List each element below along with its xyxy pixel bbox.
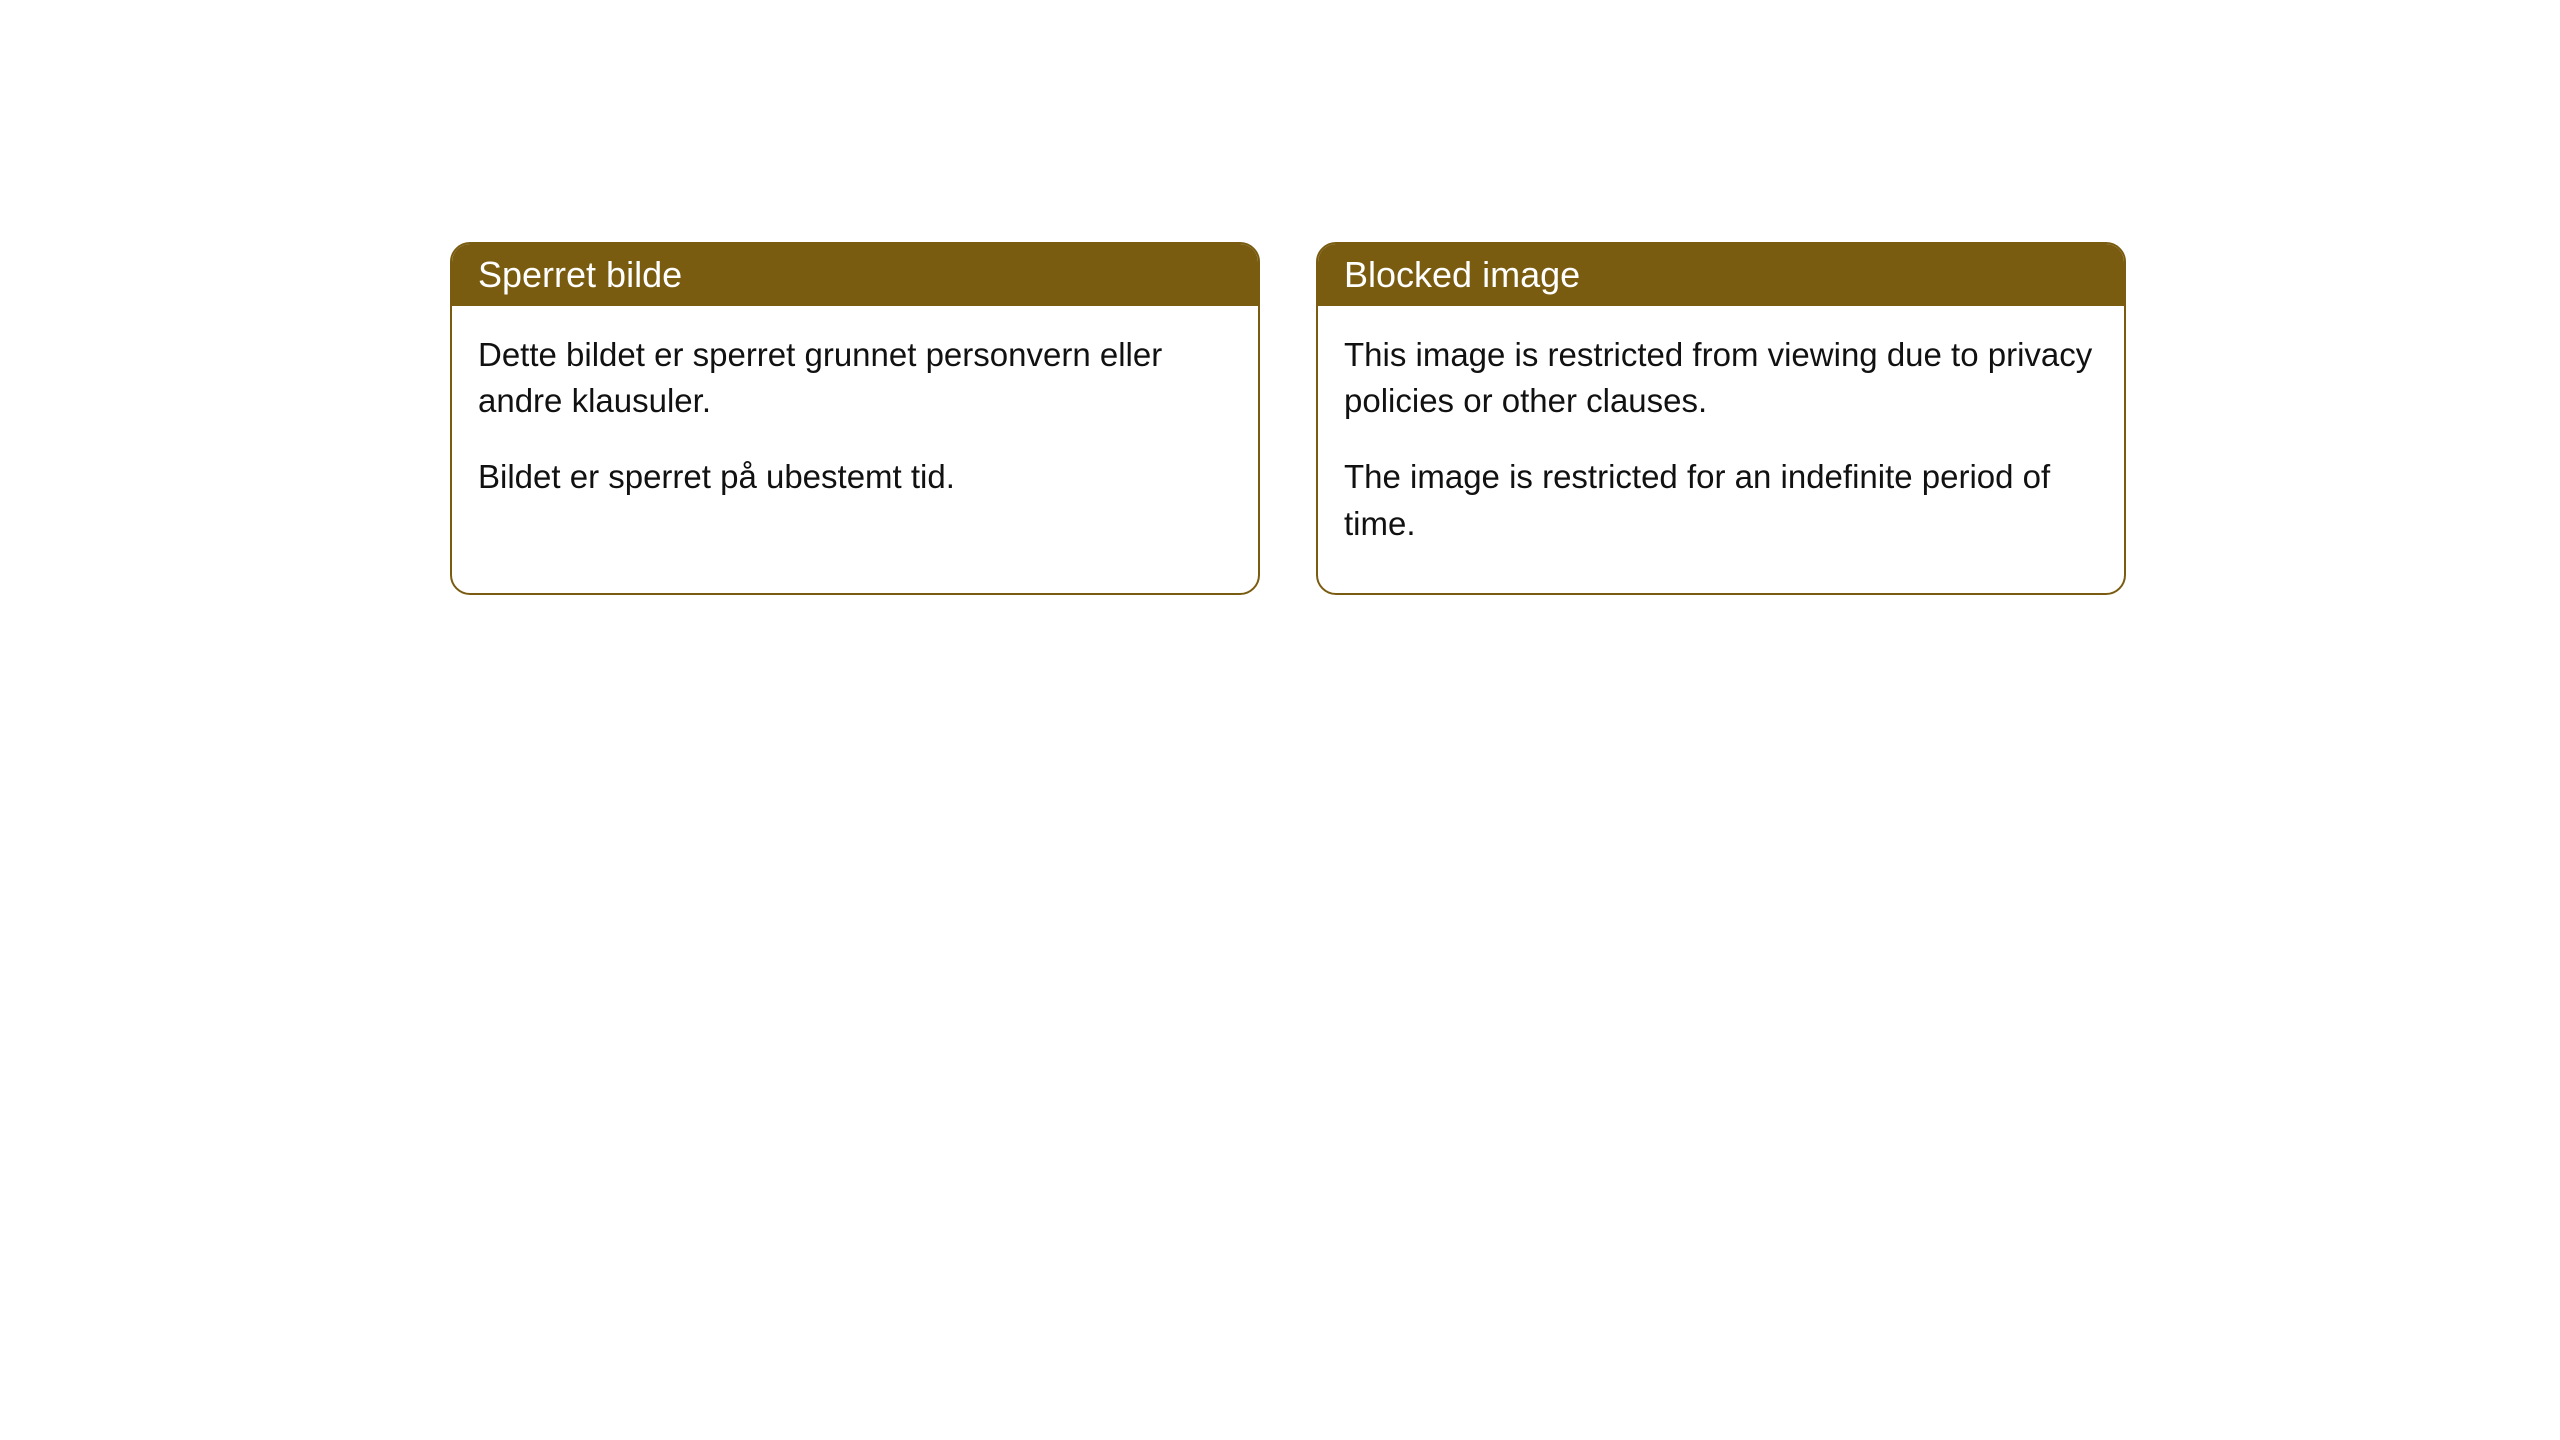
card-header: Sperret bilde xyxy=(452,244,1258,306)
notice-cards-container: Sperret bilde Dette bildet er sperret gr… xyxy=(450,242,2126,595)
card-paragraph: Bildet er sperret på ubestemt tid. xyxy=(478,454,1232,500)
card-paragraph: Dette bildet er sperret grunnet personve… xyxy=(478,332,1232,424)
card-header: Blocked image xyxy=(1318,244,2124,306)
card-title: Blocked image xyxy=(1344,254,1580,295)
card-paragraph: The image is restricted for an indefinit… xyxy=(1344,454,2098,546)
card-body: This image is restricted from viewing du… xyxy=(1318,306,2124,593)
card-paragraph: This image is restricted from viewing du… xyxy=(1344,332,2098,424)
notice-card-english: Blocked image This image is restricted f… xyxy=(1316,242,2126,595)
card-title: Sperret bilde xyxy=(478,254,682,295)
card-body: Dette bildet er sperret grunnet personve… xyxy=(452,306,1258,547)
notice-card-norwegian: Sperret bilde Dette bildet er sperret gr… xyxy=(450,242,1260,595)
